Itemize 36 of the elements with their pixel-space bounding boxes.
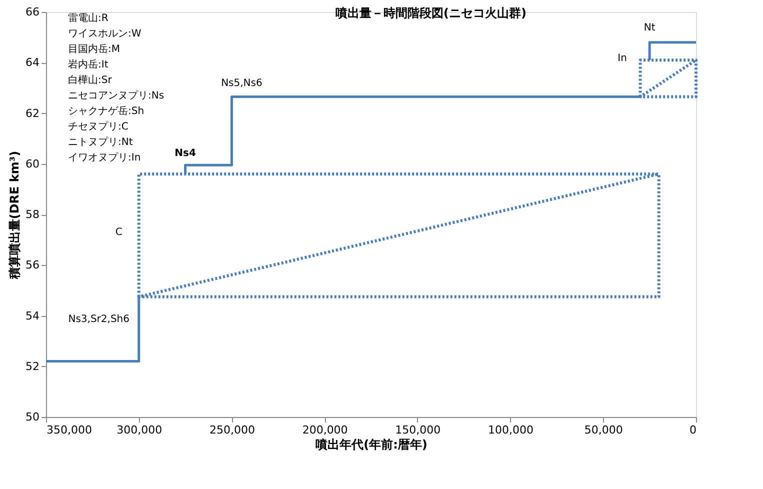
chart-title: 噴出量－時間階段図(ニセコ火山群) — [336, 6, 526, 20]
annotation: Ns3,Sr2,Sh6 — [68, 314, 130, 325]
x-tick-label: 0 — [690, 424, 696, 436]
y-tick-label: 66 — [26, 6, 40, 18]
y-tick-label: 50 — [26, 410, 40, 424]
x-tick-label: 200,000 — [302, 424, 348, 436]
y-tick-label: 52 — [26, 360, 40, 373]
annotation: ワイスホルン:W — [68, 28, 142, 40]
annotation: Nt — [644, 22, 656, 34]
x-tick-label: 300,000 — [116, 424, 162, 436]
annotation: チセヌプリ:C — [68, 120, 128, 132]
annotation: Ns4 — [174, 148, 196, 160]
annotation: 白樺山:Sr — [68, 74, 113, 86]
annotation: 岩内岳:It — [68, 58, 108, 70]
y-tick-label: 54 — [26, 309, 40, 322]
annotation: 目国内岳:M — [68, 43, 120, 55]
y-tick-label: 62 — [26, 106, 40, 120]
x-tick-label: 250,000 — [209, 424, 255, 436]
x-tick-label: 150,000 — [395, 424, 441, 436]
x-tick-label: 100,000 — [488, 424, 534, 436]
y-tick-label: 64 — [26, 56, 40, 70]
y-tick-label: 56 — [26, 258, 40, 272]
annotation: イワオヌプリ:In — [68, 152, 141, 164]
annotation: ニトヌプリ:Nt — [68, 136, 133, 148]
x-tick-label: 350,000 — [46, 424, 92, 436]
y-tick-label: 60 — [26, 157, 40, 170]
annotation: C — [115, 227, 122, 238]
annotation: Ns5,Ns6 — [221, 78, 262, 89]
annotation: シャクナゲ岳:Sh — [68, 105, 144, 117]
annotation: 雷電山:R — [68, 12, 108, 24]
y-axis-title: 積算噴出量(DRE km³) — [8, 150, 22, 280]
annotation: In — [618, 53, 627, 64]
y-tick-label: 58 — [26, 208, 40, 221]
annotation: ニセコアンヌプリ:Ns — [68, 90, 164, 102]
x-tick-label: 50,000 — [584, 424, 623, 436]
x-axis-title: 噴出年代(年前:暦年) — [316, 438, 428, 452]
